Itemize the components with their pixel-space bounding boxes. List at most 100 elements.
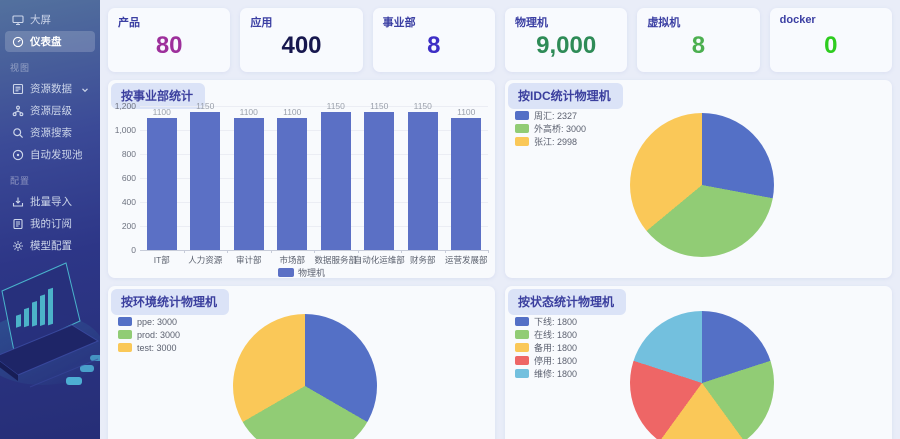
gridline [140,178,488,179]
dashboard-main: 产品 80 应用 400 事业部 8 物理机 9,000 虚拟机 8 docker 0 按事业部统计 … [100,0,900,439]
legend-label: test: 3000 [137,342,177,353]
x-axis-tick [183,250,185,253]
stats-row: 产品 80 应用 400 事业部 8 物理机 9,000 虚拟机 8 docker 0 [108,8,892,72]
x-axis-category-label: 运营发展部 [444,255,488,265]
y-axis-tick-label: 0 [131,245,136,255]
legend-item-ppe[interactable]: ppe: 3000 [118,315,180,328]
sidebar-item-label: 资源数据 [30,83,72,95]
sidebar-item-label: 资源搜索 [30,127,72,139]
legend-label: 周汇: 2327 [534,111,578,121]
legend-swatch [118,317,132,326]
sidebar-item-batch-import[interactable]: 批量导入 [5,191,95,212]
sidebar-item-big-screen[interactable]: 大屏 [5,9,95,30]
y-axis-tick-label: 1,200 [114,101,136,111]
sidebar-item-resource-data[interactable]: 资源数据 [5,78,95,99]
stat-card-事业部: 事业部 8 [372,8,495,72]
bar-value-label: 1150 [370,101,389,111]
legend-item-在线[interactable]: 在线: 1800 [515,328,577,341]
x-axis-tick [314,250,315,253]
stat-value: 9,000 [536,32,597,59]
legend-item-下线[interactable]: 下线: 1800 [515,315,577,328]
x-axis-category-label: 人力资源 [188,255,223,265]
stat-label: 应用 [250,17,273,29]
search-icon [12,127,24,139]
legend-item-prod[interactable]: prod: 3000 [118,328,180,341]
gear-icon [12,240,24,252]
bar-value-label: 1150 [413,101,432,111]
bar-自动化运维部 [364,112,395,250]
list-icon [12,83,24,95]
bar-value-label: 1100 [152,107,171,117]
legend-label: ppe: 3000 [137,316,178,327]
legend-swatch [118,330,132,339]
sidebar-item-my-subscription[interactable]: 我的订阅 [5,213,95,234]
import-icon [12,196,24,208]
sidebar-item-label: 自动发现池 [30,149,83,161]
dashboard-icon [12,36,24,48]
env-pie-legend: ppe: 3000 prod: 3000 test: 3000 [118,315,180,354]
stat-card-docker: docker 0 [769,8,892,72]
idc-pie-legend: 周汇: 2327 外高桥: 3000 张江: 2998 [515,109,586,148]
legend-swatch [515,330,529,339]
stat-value: 8 [691,32,706,59]
stat-card-物理机: 物理机 9,000 [504,8,628,72]
legend-item-停用[interactable]: 停用: 1800 [515,354,577,367]
sidebar-item-label: 模型配置 [30,240,72,252]
legend-swatch[interactable] [277,268,294,277]
idc-pie-title: 按IDC统计物理机 [508,83,623,109]
legend-label: 在线: 1800 [534,330,578,340]
bar-运营发展部 [451,118,482,250]
sidebar-item-resource-hierarchy[interactable]: 资源层级 [5,100,95,121]
x-axis-category-label: 数据服务部 [314,255,357,265]
env-pie-title: 按环境统计物理机 [111,289,230,315]
bar-市场部 [277,118,308,250]
legend-item-周汇[interactable]: 周汇: 2327 [515,109,586,122]
bar-数据服务部 [320,112,351,250]
y-axis-tick-label: 1,000 [114,125,136,135]
env-pie-card: 按环境统计物理机 ppe: 3000 prod: 3000 test: 3000 [108,286,495,439]
x-axis-category-label: IT部 [153,255,170,265]
legend-swatch [515,343,529,352]
sidebar-item-label: 大屏 [30,14,51,26]
x-axis-tick [488,250,489,253]
x-axis-category-label: 财务部 [409,255,436,265]
legend-item-张江[interactable]: 张江: 2998 [515,135,586,148]
sidebar-item-auto-discovery[interactable]: 自动发现池 [5,144,95,165]
sidebar-item-model-config[interactable]: 模型配置 [5,235,95,256]
radar-icon [12,149,24,161]
gridline [140,226,488,227]
subscribe-icon [12,218,24,230]
x-axis-tick [270,250,272,253]
legend-swatch [515,356,529,365]
bar-chart-card: 按事业部统计 0 200 400 600 800 1,000 1,200 1100 IT部 115… [108,80,495,278]
legend-item-外高桥[interactable]: 外高桥: 3000 [515,122,586,135]
hierarchy-icon [12,105,24,117]
status-pie-card: 按状态统计物理机 下线: 1800 在线: 1800 备用: 1800 停用: 180… [505,286,892,439]
status-pie-chart [630,311,774,439]
sidebar-item-resource-search[interactable]: 资源搜索 [5,122,95,143]
x-axis-tick [357,250,359,253]
bar-人力资源 [190,112,221,250]
x-axis-tick [401,250,402,253]
legend-item-维修[interactable]: 维修: 1800 [515,367,577,380]
stat-value: 80 [155,32,183,59]
y-axis-tick-label: 400 [121,197,136,207]
idc-pie-card: 按IDC统计物理机 周汇: 2327 外高桥: 3000 张江: 2998 [505,80,892,278]
gridline [140,106,488,107]
bar-value-label: 1150 [196,101,215,111]
legend-label[interactable]: 物理机 [297,268,325,278]
stat-value: 0 [824,32,838,59]
stat-card-应用: 应用 400 [240,8,363,72]
sidebar-item-dashboard[interactable]: 仪表盘 [5,31,95,52]
legend-swatch [515,111,529,120]
legend-item-test[interactable]: test: 3000 [118,341,180,354]
y-axis-tick-label: 200 [121,221,136,231]
bar-审计部 [233,118,264,250]
chevron-down-icon[interactable] [81,85,89,93]
stat-card-产品: 产品 80 [108,8,231,72]
legend-item-备用[interactable]: 备用: 1800 [515,341,577,354]
stat-label: 事业部 [382,17,416,29]
gridline [140,154,488,155]
x-axis-tick [227,250,228,253]
idc-pie-chart [630,113,774,257]
